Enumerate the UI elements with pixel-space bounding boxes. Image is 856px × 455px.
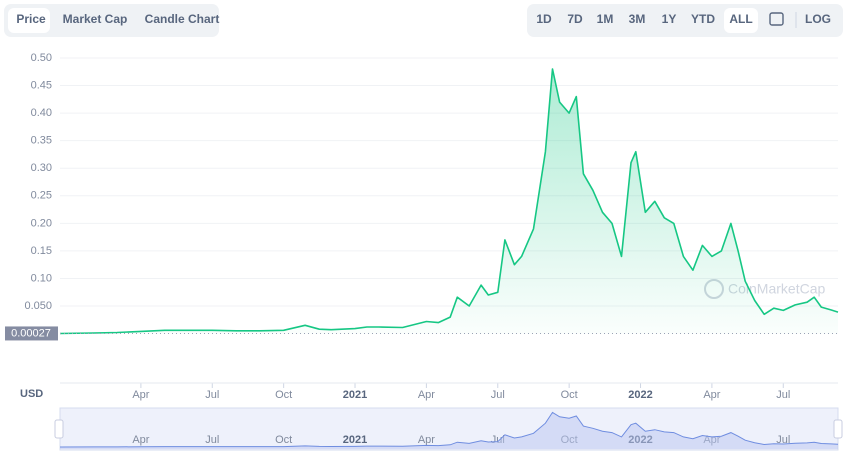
- range-button[interactable]: 1Y: [662, 12, 677, 26]
- x-tick-label: Jul: [776, 389, 790, 401]
- y-tick-label: 0.050: [24, 300, 52, 312]
- y-tick-label: 0.45: [31, 79, 52, 91]
- tab-button[interactable]: Price: [16, 12, 46, 26]
- range-button[interactable]: 1D: [536, 12, 552, 26]
- navigator-line: [59, 411, 839, 448]
- navigator-tick-label: Jul: [205, 434, 219, 446]
- y-tick-label: 0.50: [31, 52, 52, 64]
- price-line: [59, 68, 839, 335]
- reference-label: 0.00027: [11, 327, 51, 339]
- tab-active: [8, 8, 50, 33]
- calendar-button[interactable]: [769, 12, 784, 26]
- navigator-tick-label: 2021: [343, 434, 367, 446]
- x-tick-label: Apr: [703, 389, 720, 401]
- x-tick-label: Jul: [205, 389, 219, 401]
- log-button[interactable]: LOG: [805, 12, 831, 26]
- x-tick-label: Oct: [275, 389, 292, 401]
- navigator-tick-label: Oct: [275, 434, 292, 446]
- range-button[interactable]: YTD: [691, 12, 715, 26]
- x-tick-label: Jul: [491, 389, 505, 401]
- range-button[interactable]: 7D: [567, 12, 583, 26]
- navigator-handle[interactable]: [54, 419, 64, 439]
- area: [60, 69, 838, 334]
- range-group: [527, 4, 843, 37]
- range-active: [724, 8, 758, 33]
- y-tick-label: 0.40: [31, 107, 52, 119]
- watermark: CoinMarketCap: [728, 281, 825, 297]
- navigator-area: [60, 412, 838, 449]
- range-button[interactable]: 3M: [629, 12, 646, 26]
- tab-button[interactable]: Market Cap: [63, 12, 128, 26]
- y-tick-label: 0.25: [31, 190, 52, 202]
- x-tick-label: Apr: [132, 389, 149, 401]
- x-tick-label: 2021: [343, 389, 367, 401]
- x-tick-label: Apr: [418, 389, 435, 401]
- y-tick-label: 0.15: [31, 245, 52, 257]
- currency-label: USD: [20, 388, 43, 400]
- reference-label-box: [5, 326, 58, 341]
- tab-group: [4, 4, 219, 37]
- tab-button[interactable]: Candle Chart: [145, 12, 220, 26]
- x-tick-label: 2022: [628, 389, 652, 401]
- navigator-tick-label: Apr: [418, 434, 435, 446]
- navigator-tick-label: Apr: [132, 434, 149, 446]
- range-button[interactable]: 1M: [597, 12, 614, 26]
- range-button[interactable]: ALL: [729, 12, 752, 26]
- navigator-handle[interactable]: [833, 419, 843, 439]
- navigator-tick-label: Jul: [776, 434, 790, 446]
- y-tick-label: 0.20: [31, 217, 52, 229]
- y-tick-label: 0.30: [31, 162, 52, 174]
- x-tick-label: Oct: [561, 389, 578, 401]
- y-tick-label: 0.35: [31, 135, 52, 147]
- y-tick-label: 0.10: [31, 272, 52, 284]
